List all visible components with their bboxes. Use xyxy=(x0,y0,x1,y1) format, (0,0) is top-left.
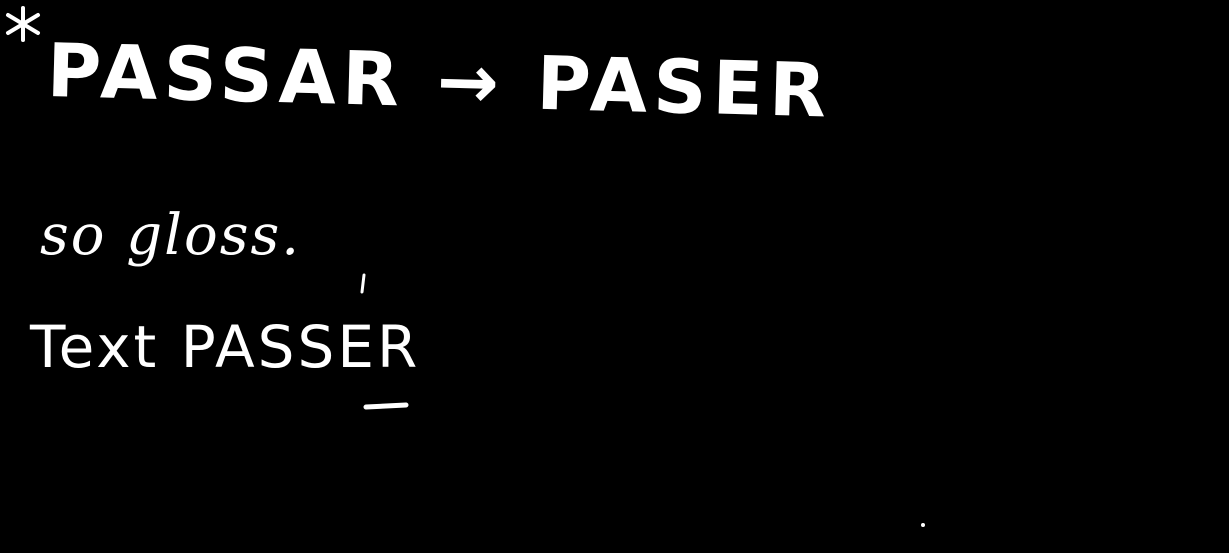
example-text-passer: Text PASSER xyxy=(30,313,421,381)
asterisk-star-icon xyxy=(6,6,40,42)
underline-mark xyxy=(363,402,409,410)
stray-dot-mark xyxy=(921,523,925,527)
gloss-text: so gloss. xyxy=(40,203,302,268)
stray-tick-mark xyxy=(360,273,366,294)
